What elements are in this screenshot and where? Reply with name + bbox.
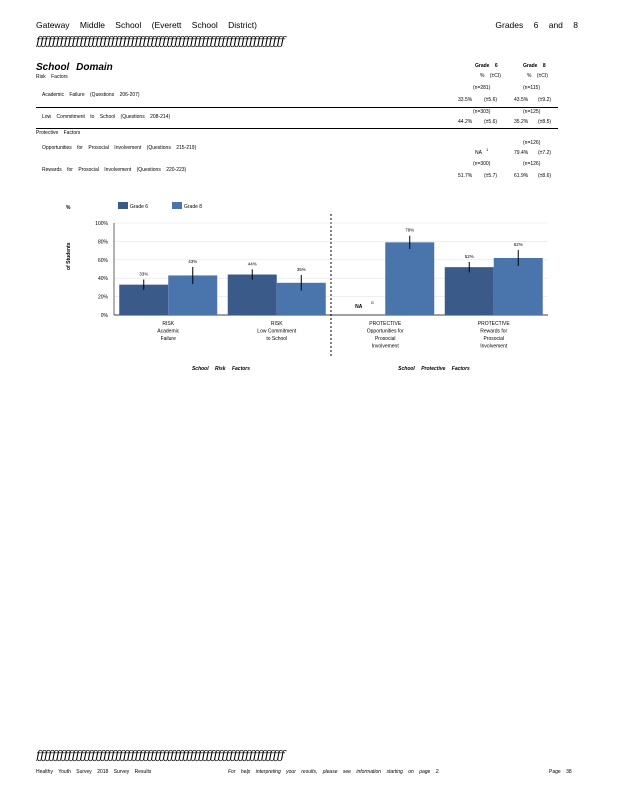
grade8-col-title: Grade 8: [523, 63, 546, 69]
footer-survey-title: Healthy Youth Survey 2018 Survey Results: [36, 769, 152, 775]
bar-grade-6: [444, 267, 494, 315]
x-category-label: Involvement: [480, 344, 508, 350]
row-n8: (n=126): [523, 140, 541, 146]
legend-swatch-grade8: [172, 202, 182, 209]
row-n8: (n=126): [523, 161, 541, 167]
y-tick-label: 20%: [98, 295, 109, 301]
legend-label-grade8: Grade 8: [184, 204, 202, 210]
row-v8: 35.2%: [514, 119, 529, 125]
bar-grade-8: [493, 257, 543, 315]
domain-title: School Domain: [36, 62, 113, 73]
row-n8: (n=125): [523, 109, 541, 115]
row-ci6: (±5.6): [484, 119, 498, 125]
bar-grade-6: [227, 274, 277, 315]
school-domain-chart: % of Students Grade 6 Grade 8 School Ris…: [66, 202, 548, 372]
na-label: NA: [355, 304, 363, 310]
x-category-label: PROTECTIVE: [478, 321, 511, 327]
y-tick-label: 80%: [98, 239, 109, 245]
row-v6: 33.5%: [458, 97, 473, 103]
y-tick-label: 40%: [98, 276, 109, 282]
row-n6: (n=303): [473, 109, 491, 115]
y-axis-mark: %: [66, 205, 71, 211]
row-v6: 44.2%: [458, 119, 473, 125]
row-v6: 51.7%: [458, 173, 473, 179]
row-ci8: (±7.2): [538, 150, 552, 156]
row-v6: NA: [475, 150, 482, 156]
row-ci6: (±5.6): [484, 97, 498, 103]
group-label-risk: School Risk Factors: [192, 366, 250, 372]
data-label: 62%: [514, 242, 523, 247]
na-footnote: 1: [486, 147, 489, 152]
y-tick-label: 60%: [98, 258, 109, 264]
legend-label-grade6: Grade 6: [130, 204, 148, 210]
data-label: 44%: [248, 261, 257, 266]
row-label: Low Commitment to School (Questions 208-…: [42, 114, 171, 120]
y-axis-label: of Students: [66, 242, 72, 270]
protective-factors-heading: Protective Factors: [36, 130, 81, 136]
y-tick-label: 0%: [101, 313, 109, 319]
row-label: Academic Failure (Questions 206-207): [42, 92, 140, 98]
y-tick-label: 100%: [95, 221, 108, 227]
x-category-label: Opportunities for: [367, 329, 404, 335]
row-v8: 61.9%: [514, 173, 529, 179]
row-ci8: (±9.2): [538, 97, 552, 103]
header-divider: ƒƒƒƒƒƒƒƒƒƒƒƒƒƒƒƒƒƒƒƒƒƒƒƒƒƒƒƒƒƒƒƒƒƒƒƒƒƒƒƒ…: [36, 34, 285, 48]
data-label: 52%: [465, 254, 474, 259]
row-ci8: (±8.5): [538, 119, 552, 125]
row-divider: [36, 107, 558, 108]
bar-grade-8: [385, 242, 435, 315]
x-category-label: Academic: [157, 329, 179, 335]
row-v8: 79.4%: [514, 150, 529, 156]
row-label: Rewards for Prosocial Involvement (Quest…: [42, 167, 187, 173]
x-category-label: Prosocial: [375, 336, 396, 342]
grade6-col-sub: % (±CI): [480, 73, 501, 79]
x-category-label: to School: [266, 336, 287, 342]
x-category-label: Involvement: [372, 344, 400, 350]
x-category-label: Rewards for: [480, 329, 507, 335]
row-ci6: (±5.7): [484, 173, 498, 179]
x-category-label: Prosocial: [483, 336, 504, 342]
data-label: 79%: [405, 228, 414, 233]
data-label: 35%: [297, 267, 306, 272]
legend-swatch-grade6: [118, 202, 128, 209]
na-note: G: [371, 300, 374, 305]
footer-divider: ƒƒƒƒƒƒƒƒƒƒƒƒƒƒƒƒƒƒƒƒƒƒƒƒƒƒƒƒƒƒƒƒƒƒƒƒƒƒƒƒ…: [36, 748, 285, 762]
x-category-label: RISK: [271, 321, 283, 327]
grade8-col-sub: % (±CI): [527, 73, 548, 79]
risk-factors-heading: Risk Factors: [36, 74, 68, 80]
footer-help-link[interactable]: For help interpreting your results, plea…: [228, 769, 440, 775]
x-category-label: PROTECTIVE: [369, 321, 402, 327]
page-number: Page 38: [549, 769, 572, 775]
row-n8: (n=115): [523, 85, 541, 91]
row-ci8: (±8.6): [538, 173, 552, 179]
group-label-protective: School Protective Factors: [398, 366, 470, 372]
row-label: Opportunities for Prosocial Involvement …: [42, 145, 197, 151]
row-n6: (n=281): [473, 85, 491, 91]
grade6-col-title: Grade 6: [475, 63, 498, 69]
school-name: Gateway Middle School (Everett School Di…: [36, 20, 257, 30]
row-divider: [36, 128, 558, 129]
data-label: 33%: [139, 271, 148, 276]
row-v8: 43.5%: [514, 97, 529, 103]
row-n6: (n=300): [473, 161, 491, 167]
data-label: 43%: [188, 259, 197, 264]
grades-label: Grades 6 and 8: [495, 20, 578, 30]
x-category-label: RISK: [162, 321, 174, 327]
x-category-label: Low Commitment: [257, 329, 297, 335]
x-category-label: Failure: [161, 336, 177, 342]
